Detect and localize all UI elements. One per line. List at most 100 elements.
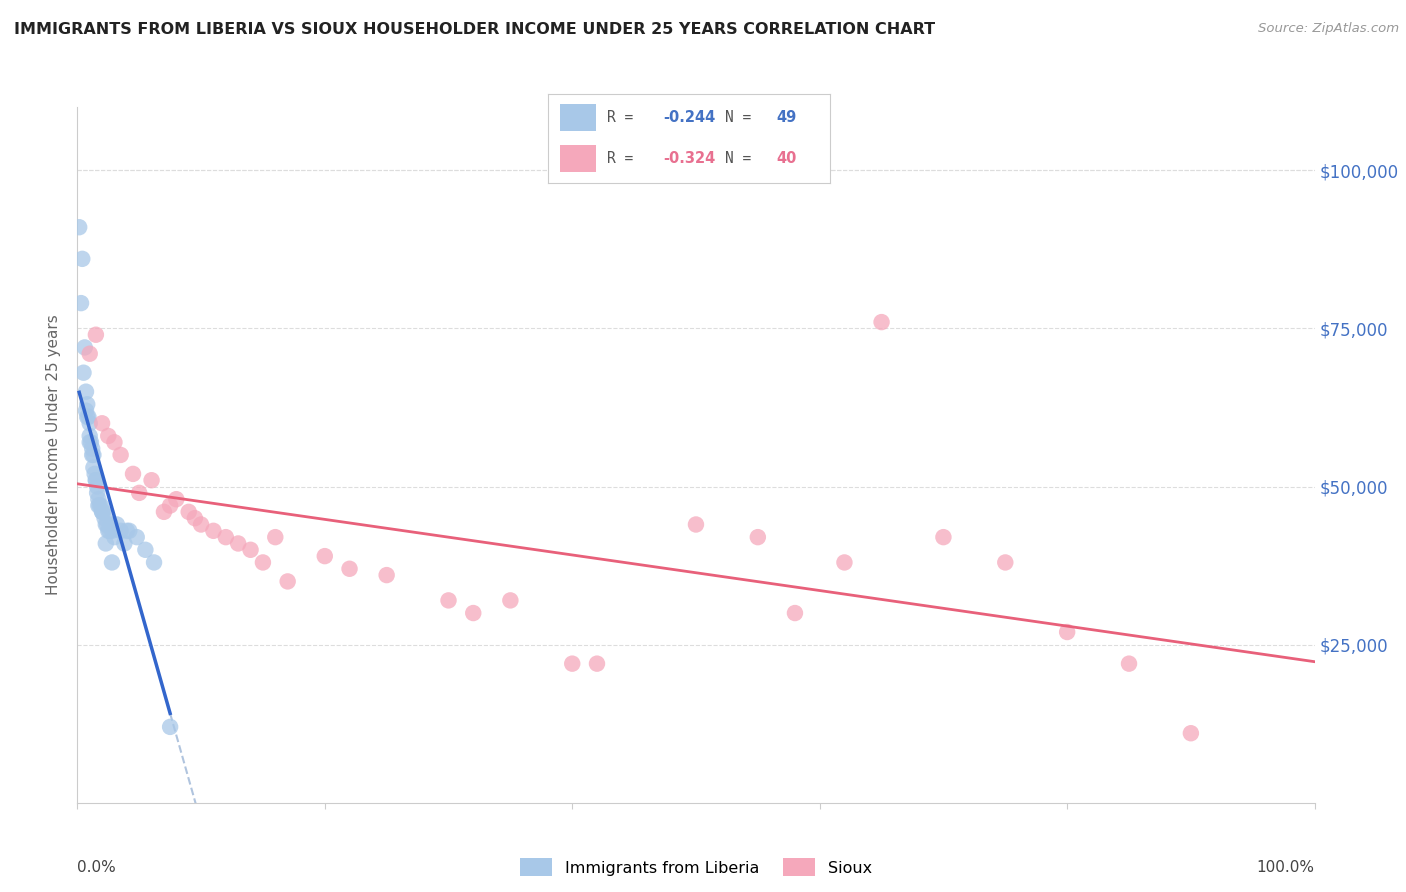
Point (93, 511, 115, 525)
Point (100, 517, 122, 532)
Point (82, 460, 104, 475)
Point (110, 524, 132, 538)
Point (94, 536, 117, 550)
Text: IMMIGRANTS FROM LIBERIA VS SIOUX HOUSEHOLDER INCOME UNDER 25 YEARS CORRELATION C: IMMIGRANTS FROM LIBERIA VS SIOUX HOUSEHO… (14, 22, 935, 37)
Point (84, 473, 107, 487)
Point (1180, 726, 1202, 740)
Point (90, 499, 112, 513)
Point (586, 657, 609, 671)
Text: 0.0%: 0.0% (77, 860, 117, 875)
Text: -0.324: -0.324 (664, 152, 716, 166)
Point (77, 409, 100, 424)
Point (122, 467, 145, 481)
Point (79, 417, 101, 431)
Text: -0.244: -0.244 (664, 111, 716, 125)
Point (115, 524, 138, 538)
Text: 40: 40 (776, 152, 796, 166)
Point (239, 542, 262, 557)
Point (202, 524, 225, 538)
Point (82, 442, 104, 456)
Point (141, 473, 163, 487)
Point (177, 505, 200, 519)
Point (128, 486, 150, 500)
Point (76, 397, 98, 411)
Point (75, 403, 97, 417)
Point (1056, 625, 1078, 640)
Point (143, 556, 166, 570)
Point (783, 606, 806, 620)
Point (118, 524, 141, 538)
Point (82, 448, 104, 462)
Point (134, 542, 156, 557)
Point (67, 220, 90, 235)
Text: R =: R = (607, 152, 643, 166)
Point (165, 492, 187, 507)
Point (72, 366, 94, 380)
Point (98, 524, 121, 538)
Point (82, 448, 104, 462)
Point (685, 517, 707, 532)
Point (73, 340, 96, 354)
Point (101, 524, 124, 538)
Text: N =: N = (725, 111, 761, 125)
Point (86, 479, 108, 493)
Point (72, 252, 94, 266)
Point (437, 593, 460, 607)
Point (277, 574, 299, 589)
Point (375, 568, 398, 582)
Point (87, 492, 110, 507)
Point (87, 499, 110, 513)
Bar (560, 145, 596, 172)
Point (125, 530, 148, 544)
Point (184, 511, 207, 525)
Point (153, 505, 176, 519)
Point (226, 536, 249, 550)
Point (79, 435, 101, 450)
Text: 100.0%: 100.0% (1257, 860, 1315, 875)
Point (96, 517, 118, 532)
Point (91, 505, 114, 519)
Point (1118, 657, 1140, 671)
Point (264, 530, 287, 544)
Point (561, 657, 583, 671)
Point (112, 536, 135, 550)
Point (499, 593, 522, 607)
Point (110, 448, 132, 462)
Point (84, 327, 107, 342)
Point (339, 562, 361, 576)
Point (86, 486, 108, 500)
Point (79, 347, 101, 361)
Point (747, 530, 769, 544)
Point (97, 429, 120, 443)
Point (91, 417, 114, 431)
Point (83, 467, 105, 481)
Point (79, 429, 101, 443)
Point (932, 530, 955, 544)
Text: N =: N = (725, 152, 761, 166)
Point (834, 556, 856, 570)
Point (94, 517, 117, 532)
Text: R =: R = (607, 111, 643, 125)
Bar (560, 104, 596, 131)
Point (159, 499, 181, 513)
Text: 49: 49 (776, 111, 796, 125)
Point (89, 499, 111, 513)
Point (91, 505, 114, 519)
Point (215, 530, 238, 544)
Point (76, 409, 98, 424)
Point (159, 720, 181, 734)
Y-axis label: Householder Income Under 25 years: Householder Income Under 25 years (46, 315, 62, 595)
Point (80, 435, 103, 450)
Point (190, 517, 212, 532)
Point (101, 556, 124, 570)
Point (994, 556, 1017, 570)
Point (75, 384, 97, 399)
Point (870, 315, 893, 329)
Point (84, 473, 107, 487)
Point (91, 505, 114, 519)
Point (105, 517, 128, 532)
Point (252, 556, 274, 570)
Point (103, 530, 125, 544)
Legend: Immigrants from Liberia, Sioux: Immigrants from Liberia, Sioux (513, 852, 879, 883)
Point (97, 524, 120, 538)
